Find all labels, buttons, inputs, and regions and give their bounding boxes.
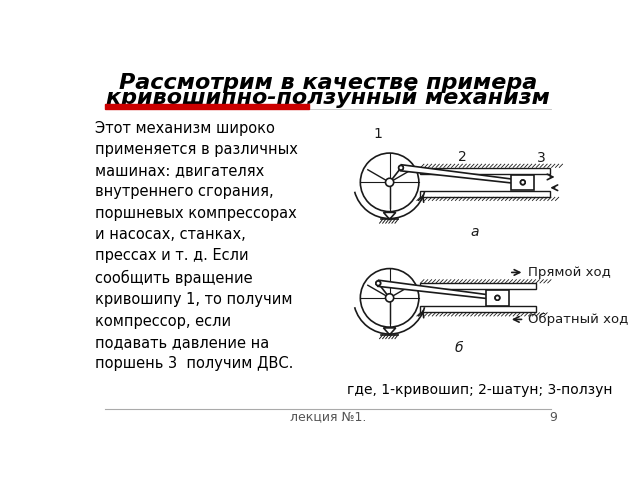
- Text: 9: 9: [550, 411, 557, 424]
- Text: Прямой ход: Прямой ход: [528, 266, 611, 279]
- Circle shape: [495, 296, 500, 300]
- Circle shape: [399, 166, 403, 170]
- Text: Рассмотрим в качестве примера: Рассмотрим в качестве примера: [119, 73, 537, 93]
- Text: б: б: [454, 341, 463, 355]
- Text: 1: 1: [374, 127, 383, 141]
- Text: Этот механизм широко
применяется в различных
машинах: двигателях
внутреннего сго: Этот механизм широко применяется в разли…: [95, 121, 298, 371]
- Polygon shape: [383, 212, 396, 219]
- Text: а: а: [470, 226, 479, 240]
- Text: кривошипно-ползунный механизм: кривошипно-ползунный механизм: [106, 88, 550, 108]
- Circle shape: [376, 281, 381, 286]
- Circle shape: [520, 180, 525, 185]
- Polygon shape: [401, 165, 523, 184]
- Bar: [486, 290, 509, 306]
- Text: 3: 3: [537, 151, 545, 166]
- Bar: [420, 283, 536, 289]
- Bar: [105, 104, 308, 109]
- Polygon shape: [383, 328, 396, 335]
- Circle shape: [385, 294, 394, 302]
- Bar: [511, 175, 534, 190]
- Bar: [420, 306, 536, 312]
- Text: 2: 2: [458, 150, 467, 164]
- Polygon shape: [378, 280, 498, 300]
- Text: лекция №1.: лекция №1.: [290, 411, 366, 424]
- Text: где, 1-кривошип; 2-шатун; 3-ползун: где, 1-кривошип; 2-шатун; 3-ползун: [348, 383, 612, 397]
- Circle shape: [360, 269, 419, 327]
- Circle shape: [360, 153, 419, 212]
- Circle shape: [520, 180, 525, 185]
- Circle shape: [385, 178, 394, 186]
- Bar: [420, 168, 550, 174]
- Bar: [420, 191, 550, 197]
- Circle shape: [495, 296, 500, 300]
- Circle shape: [399, 166, 403, 170]
- Text: Обратный ход: Обратный ход: [528, 313, 628, 326]
- Circle shape: [376, 281, 381, 286]
